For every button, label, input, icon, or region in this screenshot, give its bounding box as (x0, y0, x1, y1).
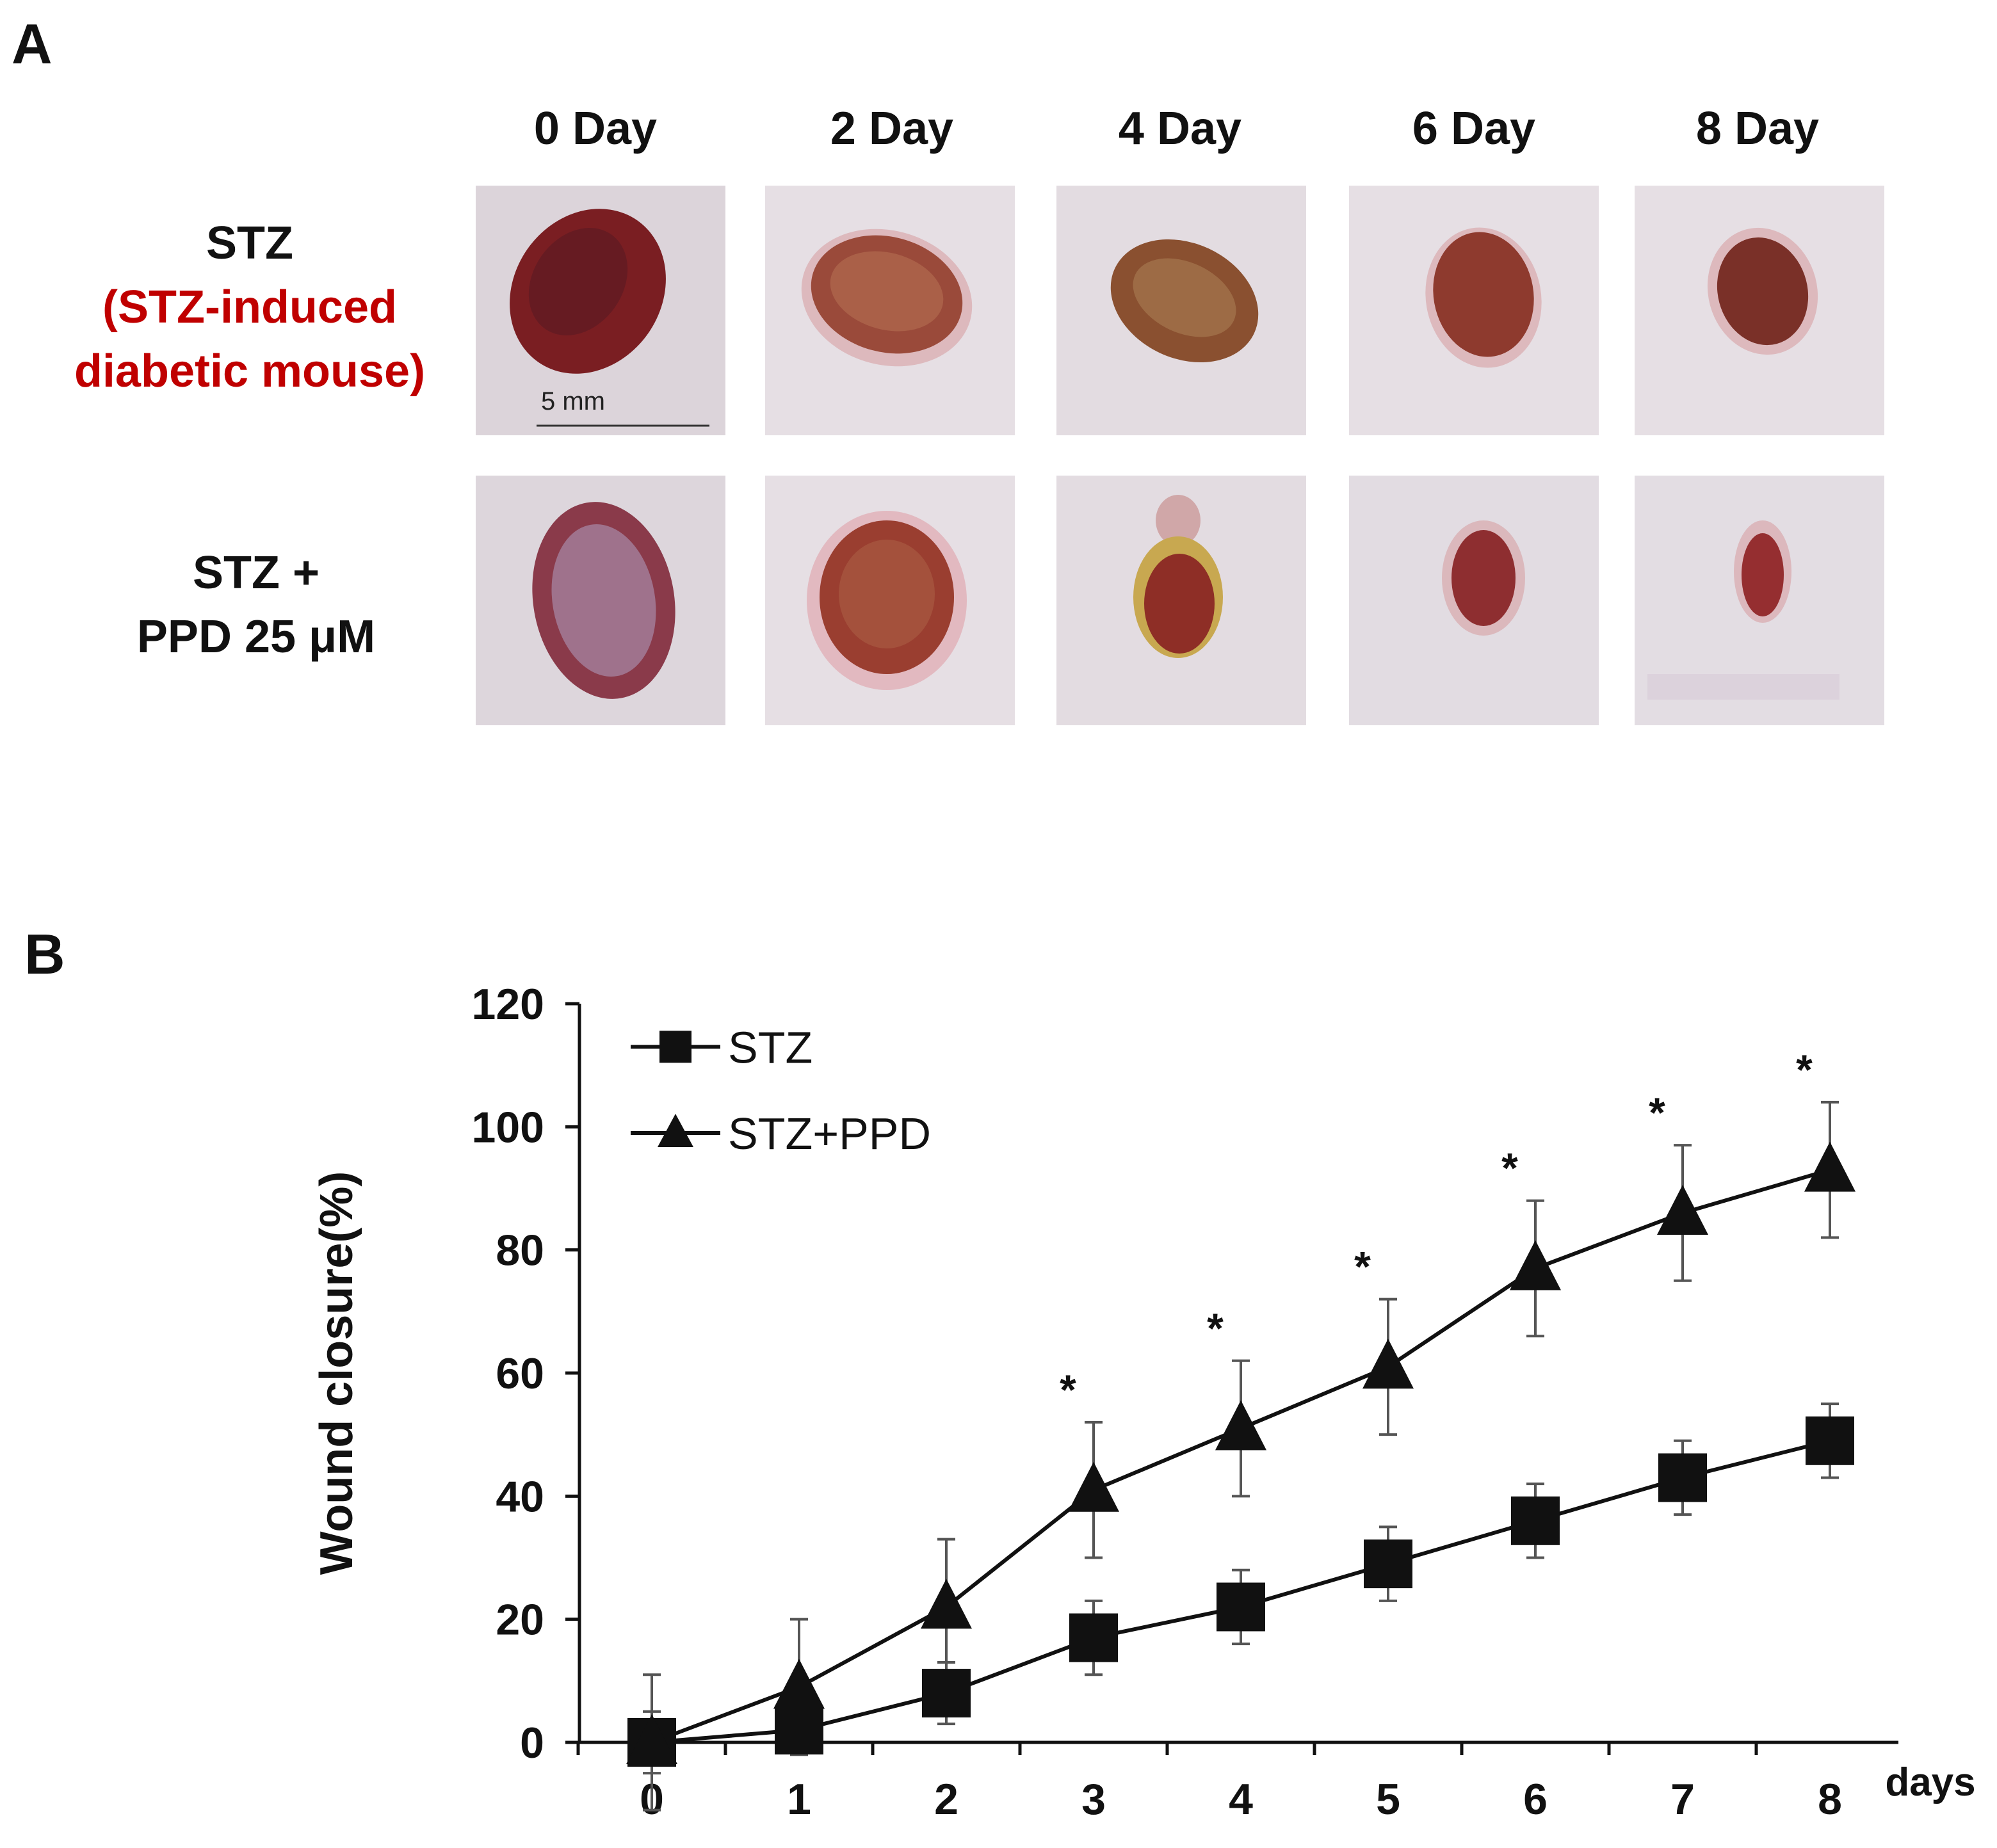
legend-label: STZ (728, 1022, 813, 1072)
x-tick-label: 4 (1229, 1775, 1253, 1824)
data-point-triangle (1510, 1240, 1561, 1290)
y-tick-label: 20 (496, 1596, 544, 1644)
data-point-triangle (1657, 1184, 1708, 1235)
data-point-triangle (1068, 1461, 1119, 1512)
y-axis-label: Wound closure(%) (311, 1171, 362, 1575)
data-point-square (922, 1669, 971, 1718)
y-tick-label: 0 (520, 1719, 544, 1767)
scale-bar-label: 5 mm (541, 387, 605, 415)
data-point-triangle (1804, 1141, 1856, 1192)
data-point-square (775, 1705, 823, 1755)
y-tick-label: 80 (496, 1226, 544, 1275)
day-label-4: 4 Day (1118, 103, 1242, 154)
wound-photo-ppd-day6 (1349, 476, 1599, 725)
data-point-square (1069, 1613, 1118, 1662)
x-tick-label: 2 (934, 1775, 958, 1824)
day-label-6: 6 Day (1412, 103, 1536, 154)
series-markers (626, 1141, 1856, 1767)
significance-star: * (1207, 1305, 1224, 1352)
wound-photo-ppd-day0 (476, 476, 725, 725)
significance-star: * (1796, 1046, 1813, 1093)
wound-photo-ppd-day2 (765, 476, 1015, 725)
y-tick-label: 40 (496, 1472, 544, 1521)
row-label-stz-line3: diabetic mouse) (74, 346, 426, 397)
legend-label: STZ+PPD (728, 1109, 931, 1159)
data-point-square (1658, 1453, 1707, 1502)
data-point-triangle (773, 1659, 825, 1709)
data-point-square (1364, 1539, 1412, 1589)
significance-star: * (1354, 1243, 1371, 1290)
x-tick-label: 1 (787, 1775, 811, 1824)
row-label-stz: STZ (STZ-induced diabetic mouse) (0, 211, 499, 403)
wound-photo-stz-day0 (476, 186, 725, 435)
data-point-square (1806, 1416, 1854, 1465)
wound-photo-ppd-day4 (1056, 476, 1306, 725)
row-label-stz-line1: STZ (206, 218, 293, 269)
data-point-square (1217, 1582, 1265, 1632)
y-tick-label: 100 (472, 1103, 544, 1152)
wound-photo-stz-day8 (1635, 186, 1884, 435)
data-point-triangle (1215, 1400, 1266, 1450)
x-tick-label: 8 (1818, 1775, 1842, 1824)
x-tick-label: 3 (1081, 1775, 1106, 1824)
day-label-2: 2 Day (830, 103, 954, 154)
wound-photo-ppd-day8 (1635, 476, 1884, 725)
row-label-stz-ppd-line1: STZ + (192, 547, 320, 599)
data-point-triangle (921, 1579, 972, 1629)
row-label-stz-line2: (STZ-induced (102, 282, 397, 333)
x-tick-label: 7 (1670, 1775, 1695, 1824)
x-tick-label: 5 (1376, 1775, 1400, 1824)
y-tick-label: 60 (496, 1349, 544, 1398)
legend-triangle-marker (658, 1113, 693, 1147)
x-tick-label: 6 (1523, 1775, 1548, 1824)
data-point-triangle (626, 1714, 677, 1764)
wound-photo-stz-day4 (1056, 186, 1306, 435)
panel-a-label: A (12, 12, 53, 76)
day-label-8: 8 Day (1695, 103, 1820, 154)
significance-star: * (1501, 1145, 1518, 1192)
data-point-triangle (1362, 1338, 1414, 1389)
wound-photo-stz-day6 (1349, 186, 1599, 435)
wound-photo-stz-day2 (765, 186, 1015, 435)
y-tick-label: 120 (472, 980, 544, 1029)
panel-b-label: B (24, 922, 65, 986)
chart-legend: STZ STZ+PPD (631, 1022, 931, 1159)
data-point-square (1511, 1496, 1560, 1545)
x-axis-label: days (1885, 1760, 1975, 1804)
significance-markers: * * * * * * (1060, 1046, 1813, 1413)
row-label-stz-ppd: STZ + PPD 25 μM (0, 541, 512, 669)
day-label-0: 0 Day (533, 103, 658, 154)
significance-star: * (1060, 1366, 1076, 1413)
significance-star: * (1649, 1089, 1665, 1136)
legend-square-marker (659, 1031, 691, 1063)
row-label-stz-ppd-line2: PPD 25 μM (136, 611, 376, 663)
